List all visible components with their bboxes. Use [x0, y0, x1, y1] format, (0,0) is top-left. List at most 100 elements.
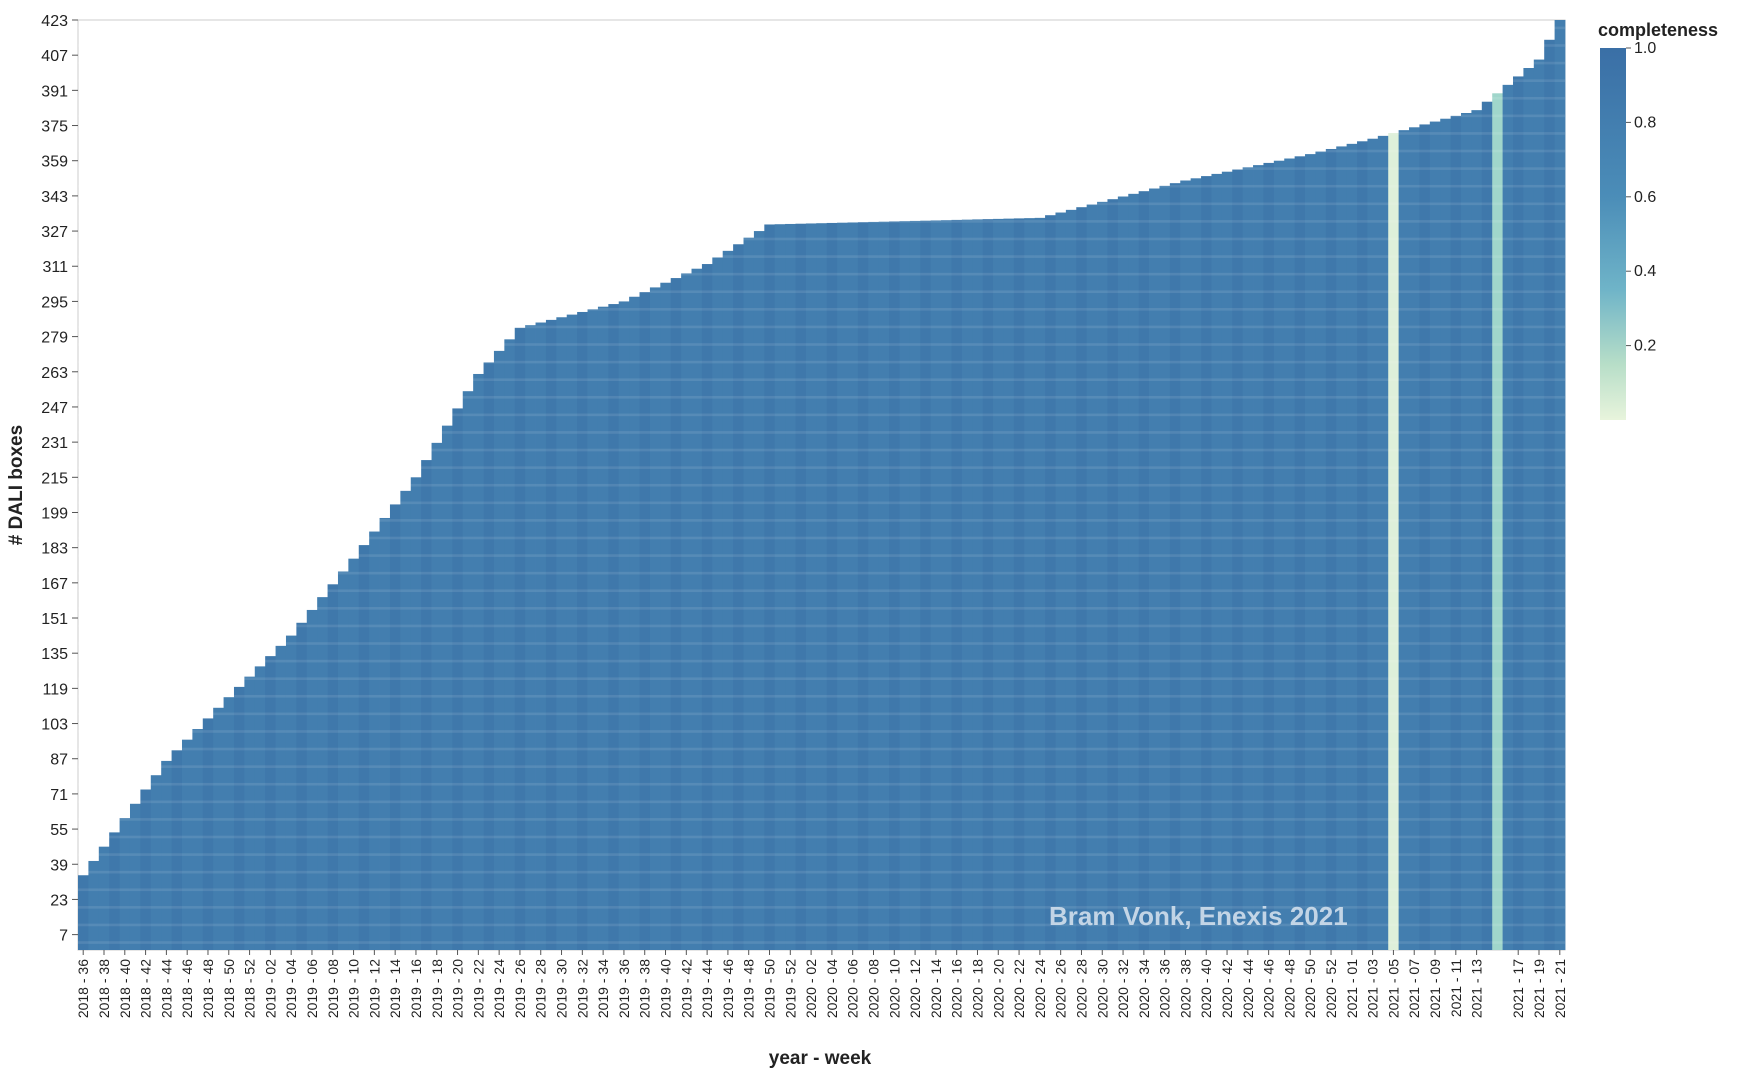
legend-tick-label: 1.0 — [1634, 40, 1656, 57]
x-tick-label: 2021 - 17 — [1510, 959, 1526, 1018]
x-tick-label: 2020 - 14 — [928, 959, 944, 1018]
x-tick-label: 2019 - 40 — [658, 959, 674, 1018]
x-tick-label: 2020 - 28 — [1074, 959, 1090, 1018]
y-tick-label: 263 — [41, 365, 68, 382]
heatmap-column — [649, 287, 661, 950]
heatmap-row-band — [78, 290, 1565, 294]
heatmap-column — [941, 220, 952, 950]
y-tick-label: 199 — [41, 505, 68, 522]
heatmap-column — [421, 460, 432, 950]
heatmap-row-band — [78, 906, 1565, 909]
x-tick-label: 2020 - 26 — [1053, 959, 1069, 1018]
heatmap-column — [1034, 217, 1046, 950]
x-tick-label: 2019 - 50 — [762, 959, 778, 1018]
y-tick-label: 311 — [42, 259, 68, 276]
heatmap-row-band — [78, 343, 1565, 346]
heatmap-column — [577, 311, 588, 951]
heatmap-column — [1232, 169, 1244, 950]
y-tick-label: 183 — [41, 541, 68, 558]
x-tick-label: 2019 - 46 — [720, 959, 736, 1018]
heatmap-column — [1149, 188, 1160, 950]
heatmap-column — [1492, 93, 1504, 951]
heatmap-column — [1336, 146, 1348, 951]
y-axis: 7 23 39 55 71 87 103 119 135 151 167 183 199 215 231 24… — [41, 13, 78, 945]
heatmap-column — [379, 517, 391, 950]
x-tick-label: 2018 - 36 — [75, 959, 91, 1018]
x-tick-label: 2019 - 04 — [283, 959, 299, 1018]
heatmap-column — [1377, 135, 1389, 950]
heatmap-column — [712, 257, 724, 950]
x-tick-label: 2019 - 02 — [262, 959, 278, 1018]
x-tick-label: 2020 - 10 — [886, 959, 902, 1018]
heatmap-column — [722, 250, 734, 951]
heatmap-row-band — [78, 888, 1565, 892]
heatmap-column — [348, 558, 360, 950]
heatmap-column — [961, 219, 973, 950]
heatmap-column — [462, 391, 474, 950]
heatmap-column — [400, 490, 412, 950]
heatmap-row-band — [78, 360, 1565, 364]
x-tick-label: 2019 - 10 — [346, 959, 362, 1018]
legend-color-ramp — [1600, 48, 1626, 420]
x-tick-label: 2020 - 50 — [1302, 959, 1318, 1018]
y-tick-label: 7 — [59, 928, 68, 945]
heatmap-column — [1253, 165, 1264, 951]
heatmap-column — [764, 224, 776, 951]
x-tick-label: 2020 - 42 — [1219, 959, 1235, 1018]
heatmap-column — [847, 222, 859, 950]
heatmap-column — [109, 832, 120, 950]
heatmap-column — [525, 325, 536, 950]
y-tick-label: 135 — [41, 646, 68, 663]
heatmap-row-band — [78, 923, 1565, 927]
y-tick-label: 215 — [41, 470, 68, 487]
heatmap-row-band — [78, 818, 1565, 821]
x-tick-label: 2021 - 19 — [1531, 959, 1547, 1018]
heatmap-row-band — [78, 941, 1565, 944]
y-axis-title: # DALI boxes — [6, 425, 27, 545]
heatmap-column — [1461, 113, 1472, 950]
heatmap-row-band — [78, 483, 1565, 487]
heatmap-column — [1024, 218, 1036, 950]
heatmap-column — [774, 224, 786, 950]
y-tick-label: 167 — [41, 576, 68, 593]
y-tick-label: 423 — [41, 13, 68, 30]
y-tick-label: 391 — [41, 83, 68, 100]
heatmap-row-band — [78, 642, 1565, 645]
x-tick-label: 2019 - 38 — [637, 959, 653, 1018]
x-tick-label: 2019 - 14 — [387, 959, 403, 1018]
heatmap-column — [597, 306, 609, 950]
heatmap-column — [785, 223, 796, 950]
heatmap-column — [1169, 183, 1181, 951]
x-tick-label: 2018 - 44 — [158, 959, 174, 1018]
heatmap-row-band — [78, 431, 1565, 434]
heatmap-column — [1419, 124, 1431, 951]
x-tick-label: 2020 - 48 — [1281, 959, 1297, 1018]
heatmap-column — [795, 223, 807, 950]
heatmap-column — [1367, 138, 1379, 951]
heatmap-column — [202, 718, 214, 950]
heatmap-column — [88, 860, 100, 950]
heatmap-column — [1471, 110, 1483, 950]
heatmap-row-band — [78, 835, 1565, 839]
y-tick-label: 71 — [50, 787, 68, 804]
legend: completeness 1.0 0.8 0.6 0.4 0.2 — [1598, 20, 1718, 420]
legend-tick-label: 0.8 — [1634, 114, 1656, 131]
x-tick-label: 2020 - 08 — [866, 959, 882, 1018]
heatmap-row-band — [78, 184, 1565, 188]
x-tick-label: 2021 - 05 — [1385, 959, 1401, 1018]
x-axis: 2018 - 36 2018 - 38 2018 - 40 2018 - 42 2018… — [75, 950, 1568, 1018]
x-tick-label: 2021 - 13 — [1469, 959, 1485, 1018]
heatmap-row-band — [78, 96, 1565, 100]
y-tick-label: 231 — [41, 435, 68, 452]
heatmap-column — [826, 222, 838, 950]
heatmap-column — [951, 219, 963, 950]
x-tick-label: 2021 - 03 — [1365, 959, 1381, 1018]
heatmap-column — [98, 846, 110, 950]
heatmap-column — [1481, 101, 1493, 950]
heatmap-row-band — [78, 870, 1565, 874]
heatmap-column — [1107, 199, 1119, 950]
heatmap-column — [337, 571, 349, 950]
heatmap-column — [1086, 204, 1098, 950]
x-tick-label: 2020 - 18 — [970, 959, 986, 1018]
